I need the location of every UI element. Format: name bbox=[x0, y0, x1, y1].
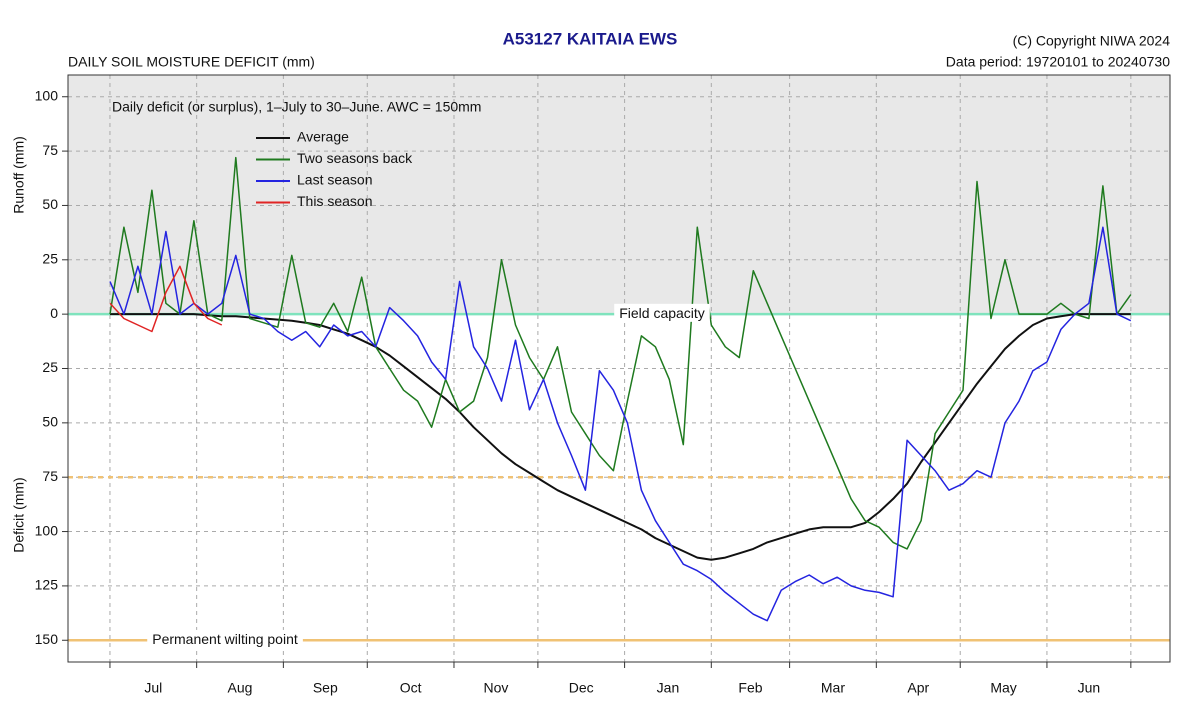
subtitle: DAILY SOIL MOISTURE DEFICIT (mm) bbox=[68, 54, 315, 70]
series-line bbox=[109, 226, 1132, 622]
x-tick-label: Oct bbox=[400, 680, 422, 696]
reference-label: Field capacity bbox=[619, 305, 705, 321]
x-tick-label: Sep bbox=[313, 680, 338, 696]
x-tick-label: Nov bbox=[483, 680, 508, 696]
y-axis-label-upper: Runoff (mm) bbox=[11, 136, 27, 214]
reference-label: Permanent wilting point bbox=[152, 631, 298, 647]
y-tick-label: 0 bbox=[50, 305, 58, 321]
y-tick-label: 25 bbox=[42, 250, 58, 266]
x-tick-label: Mar bbox=[821, 680, 845, 696]
series-line bbox=[109, 156, 1132, 550]
y-tick-label: 100 bbox=[35, 522, 59, 538]
y-tick-label: 125 bbox=[35, 577, 59, 593]
y-tick-label: 150 bbox=[35, 631, 59, 647]
x-tick-label: Jan bbox=[657, 680, 680, 696]
plot-frame bbox=[67, 74, 1171, 663]
annotation: Daily deficit (or surplus), 1–July to 30… bbox=[112, 99, 481, 115]
data-period: Data period: 19720101 to 20240730 bbox=[946, 54, 1170, 70]
y-tick-label: 75 bbox=[42, 142, 58, 158]
reference-label-bg bbox=[614, 303, 710, 322]
legend-label: This season bbox=[297, 193, 372, 209]
legend-label: Average bbox=[297, 129, 349, 145]
y-tick-label: 25 bbox=[42, 359, 58, 375]
series-line bbox=[110, 313, 1131, 561]
series-line bbox=[109, 265, 223, 333]
y-tick-label: 75 bbox=[42, 468, 58, 484]
x-tick-label: Jun bbox=[1078, 680, 1101, 696]
x-tick-label: Jul bbox=[144, 680, 162, 696]
y-tick-label: 50 bbox=[42, 196, 58, 212]
x-tick-label: May bbox=[990, 680, 1016, 696]
y-axis-label-lower: Deficit (mm) bbox=[11, 477, 27, 552]
x-tick-label: Aug bbox=[228, 680, 253, 696]
reference-label-bg bbox=[147, 629, 303, 648]
legend-label: Two seasons back bbox=[297, 150, 413, 166]
y-tick-label: 50 bbox=[42, 414, 58, 430]
chart-title: A53127 KAITAIA EWS bbox=[503, 29, 678, 48]
y-tick-label: 100 bbox=[35, 87, 59, 103]
copyright: (C) Copyright NIWA 2024 bbox=[1013, 33, 1171, 49]
x-tick-label: Dec bbox=[569, 680, 594, 696]
legend-label: Last season bbox=[297, 172, 373, 188]
x-tick-label: Apr bbox=[907, 680, 929, 696]
x-tick-label: Feb bbox=[738, 680, 762, 696]
